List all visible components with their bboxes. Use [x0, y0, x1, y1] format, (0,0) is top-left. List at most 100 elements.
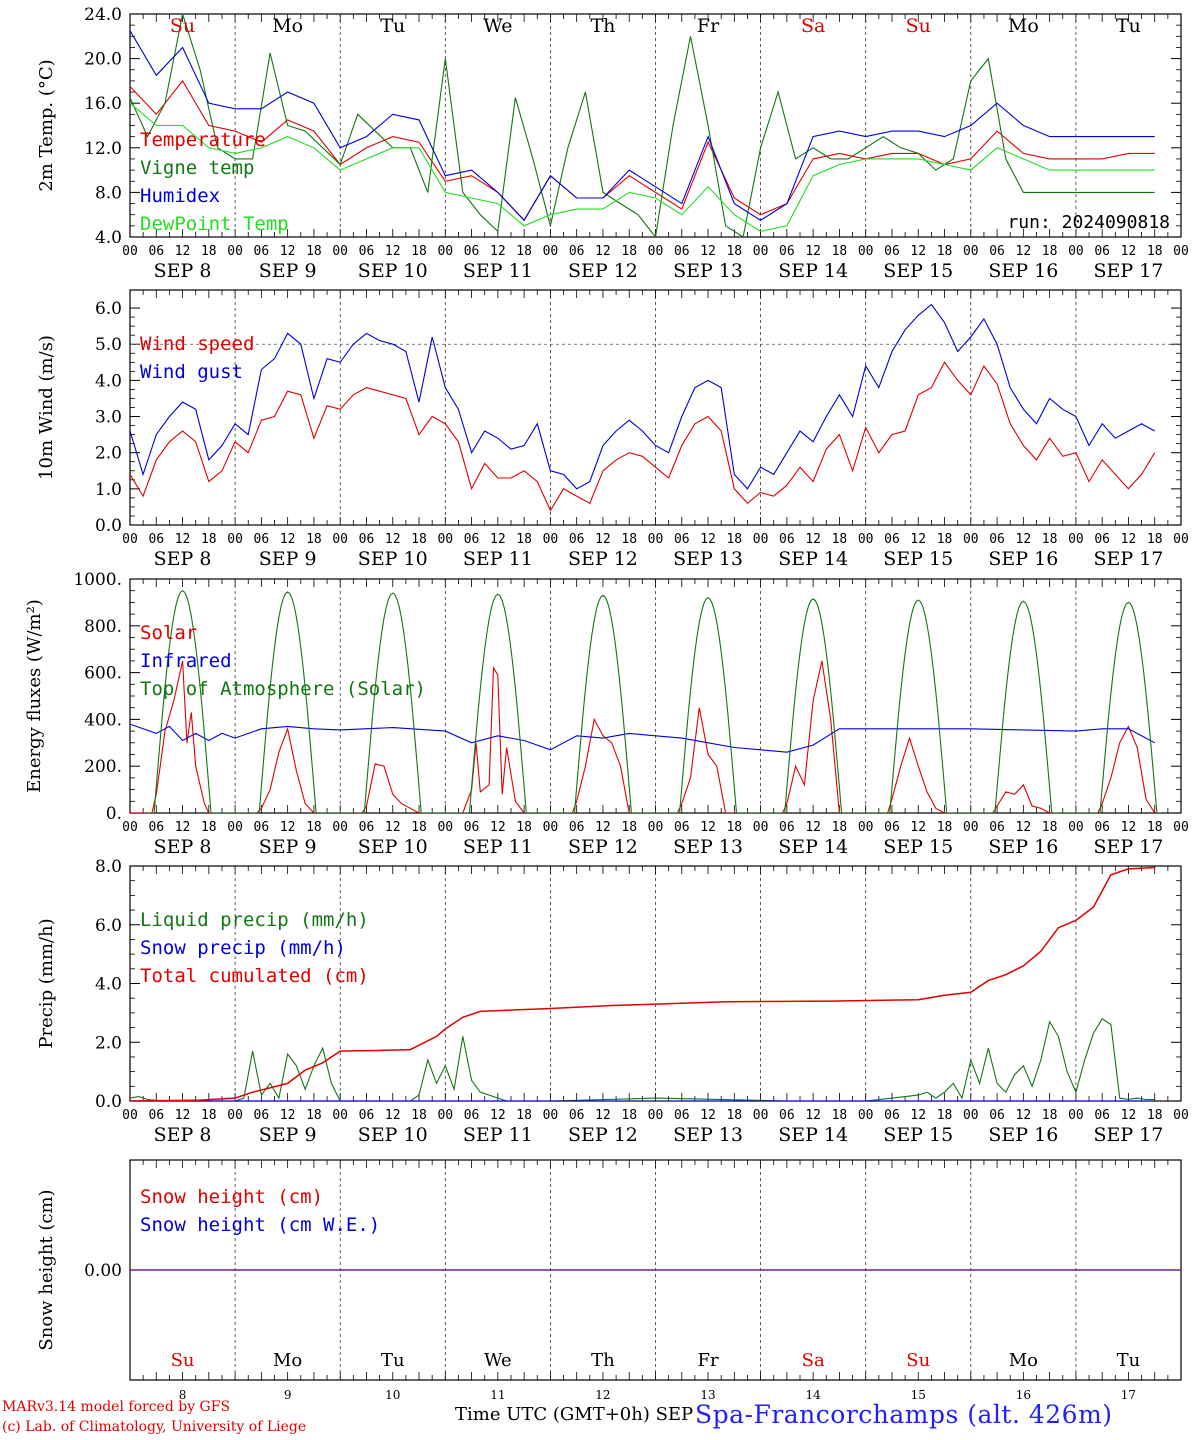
hour-label: 18: [621, 1108, 637, 1123]
date-label: SEP 12: [568, 836, 638, 858]
series-wind-gust: [130, 303, 1155, 490]
hour-label: 18: [306, 244, 322, 259]
hour-label: 00: [227, 820, 243, 835]
hour-label: 00: [1068, 532, 1084, 547]
run-annotation: run: 2024090818: [1007, 212, 1170, 233]
weekday-label: Mo: [1009, 1350, 1038, 1371]
hour-label: 06: [1094, 532, 1110, 547]
hour-label: 00: [437, 244, 453, 259]
series-humidex: [130, 30, 1155, 222]
hour-label: 00: [543, 1108, 559, 1123]
weekday-label: Su: [906, 1350, 930, 1371]
weekday-label: Su: [171, 1350, 195, 1371]
hour-label: 12: [1121, 532, 1137, 547]
day-number-label: 13: [700, 1388, 715, 1402]
legend-entry: Wind speed: [140, 333, 254, 355]
hour-label: 12: [805, 1108, 821, 1123]
hour-label: 18: [1042, 820, 1058, 835]
y-tick-label: 1.0: [95, 480, 122, 500]
date-label: SEP 8: [154, 260, 212, 282]
date-label: SEP 8: [154, 1124, 212, 1146]
y-axis-title: Snow height (cm): [36, 1189, 57, 1350]
series-top-of-atmosphere-solar: [149, 590, 1162, 813]
hour-label: 00: [122, 820, 138, 835]
y-tick-label: 2.0: [95, 1033, 122, 1053]
hour-label: 12: [175, 820, 191, 835]
day-number-label: 12: [595, 1388, 610, 1402]
hour-label: 00: [122, 1108, 138, 1123]
hour-label: 12: [1121, 820, 1137, 835]
hour-label: 12: [700, 532, 716, 547]
hour-label: 06: [779, 244, 795, 259]
weekday-label: Th: [591, 1350, 615, 1371]
hour-label: 06: [359, 244, 375, 259]
date-label: SEP 15: [883, 836, 953, 858]
hour-label: 00: [1068, 820, 1084, 835]
hour-label: 00: [543, 820, 559, 835]
hour-label: 12: [805, 244, 821, 259]
hour-label: 12: [700, 1108, 716, 1123]
hour-label: 00: [437, 532, 453, 547]
weekday-label: Tu: [380, 15, 405, 37]
hour-label: 12: [1121, 244, 1137, 259]
hour-label: 06: [779, 532, 795, 547]
day-number-label: 17: [1121, 1388, 1136, 1402]
legend-entry: Snow height (cm W.E.): [140, 1214, 380, 1236]
hour-label: 18: [516, 1108, 532, 1123]
legend-entry: Vigne temp: [140, 157, 254, 179]
y-tick-label: 8.0: [95, 183, 122, 203]
date-label: SEP 14: [778, 1124, 848, 1146]
date-label: SEP 12: [568, 548, 638, 570]
date-label: SEP 14: [778, 836, 848, 858]
hour-label: 18: [1147, 244, 1163, 259]
series-dewpoint-temp: [130, 102, 1155, 232]
hour-label: 00: [543, 532, 559, 547]
hour-label: 06: [779, 820, 795, 835]
hour-label: 00: [648, 244, 664, 259]
hour-label: 12: [385, 244, 401, 259]
hour-label: 12: [175, 244, 191, 259]
hour-label: 18: [411, 532, 427, 547]
weekday-label: Fr: [698, 1350, 719, 1371]
hour-label: 00: [1173, 244, 1189, 259]
hour-label: 18: [516, 244, 532, 259]
hour-label: 18: [937, 532, 953, 547]
hour-label: 12: [595, 532, 611, 547]
hour-label: 12: [910, 1108, 926, 1123]
weekday-label: Sa: [802, 1350, 825, 1371]
date-label: SEP 9: [259, 836, 317, 858]
hour-label: 12: [1016, 820, 1032, 835]
hour-label: 12: [280, 244, 296, 259]
y-tick-label: 8.0: [95, 857, 122, 877]
hour-label: 06: [254, 532, 270, 547]
hour-label: 00: [753, 820, 769, 835]
y-tick-label: 20.0: [84, 50, 122, 70]
hour-label: 12: [385, 532, 401, 547]
hour-label: 12: [280, 820, 296, 835]
y-axis-title: 10m Wind (m/s): [36, 335, 57, 480]
hour-label: 18: [516, 532, 532, 547]
hour-label: 00: [858, 244, 874, 259]
y-tick-label: 5.0: [95, 335, 122, 355]
hour-label: 06: [884, 532, 900, 547]
hour-label: 06: [254, 244, 270, 259]
hour-label: 00: [1068, 244, 1084, 259]
day-number-label: 14: [806, 1388, 822, 1402]
hour-label: 12: [490, 1108, 506, 1123]
hour-label: 00: [648, 820, 664, 835]
series-total-cumulated-cm: [130, 866, 1155, 1101]
hour-label: 12: [595, 820, 611, 835]
date-label: SEP 10: [358, 548, 428, 570]
date-label: SEP 17: [1094, 260, 1164, 282]
hour-label: 00: [648, 1108, 664, 1123]
hour-label: 18: [411, 1108, 427, 1123]
hour-label: 12: [1016, 1108, 1032, 1123]
hour-label: 00: [963, 532, 979, 547]
hour-label: 06: [359, 820, 375, 835]
date-label: SEP 15: [883, 1124, 953, 1146]
hour-label: 18: [201, 820, 217, 835]
day-number-label: 16: [1016, 1388, 1031, 1402]
hour-label: 18: [1042, 532, 1058, 547]
hour-label: 18: [726, 244, 742, 259]
hour-label: 12: [910, 820, 926, 835]
